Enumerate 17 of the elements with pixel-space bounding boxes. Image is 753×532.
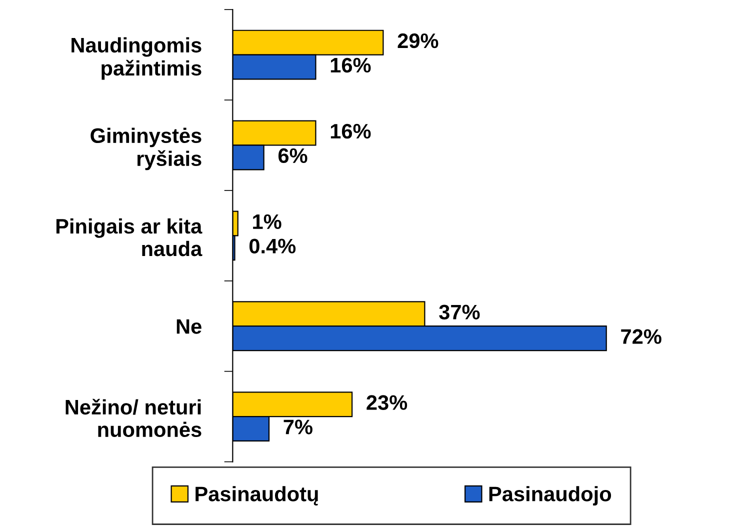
legend-label: Pasinaudojo	[489, 486, 612, 506]
legend-label: Pasinaudotų	[196, 486, 318, 506]
data-label: 1%	[253, 214, 282, 230]
y-tick-label: Naudingomis pažintimis	[72, 37, 202, 80]
y-tick-label: Pinigais ar kita nauda	[56, 218, 202, 256]
y-tick-label: Ne	[176, 319, 202, 334]
data-label: 16%	[330, 124, 371, 139]
data-label: 72%	[621, 329, 662, 344]
data-label: 37%	[439, 304, 480, 320]
data-label: 7%	[284, 420, 312, 434]
data-label: 6%	[278, 148, 308, 164]
data-label: 29%	[398, 33, 438, 48]
data-label: 0.4%	[249, 238, 296, 254]
y-tick-label: Giminystės ryšiais	[90, 128, 202, 170]
y-tick-label: Nežino/ neturi nuomonės	[66, 398, 202, 438]
data-label: 16%	[330, 58, 371, 73]
data-label: 23%	[366, 395, 408, 410]
